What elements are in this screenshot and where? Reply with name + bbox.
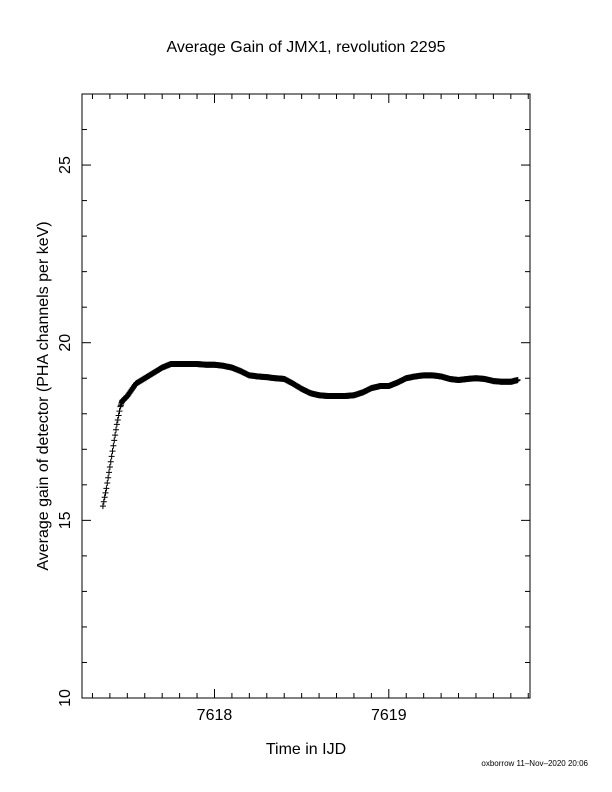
data-point-marker [115,412,122,419]
y-axis-label: Average gain of detector (PHA channels p… [35,221,52,570]
data-point-marker [114,416,121,423]
data-point-marker [113,421,120,428]
data-markers [99,361,521,510]
y-tick-label: 25 [57,156,74,174]
footer-credit: oxborrow 11–Nov–2020 20:06 [481,759,588,768]
data-point-marker [514,377,521,384]
y-tick-label: 20 [57,334,74,352]
data-point-marker [116,408,123,415]
data-point-marker [100,498,107,505]
y-tick-label: 10 [57,689,74,707]
data-point-marker [112,426,119,433]
plot-frame [81,93,531,699]
data-point-marker [103,485,110,492]
data-point-marker [101,494,108,501]
data-point-marker [110,442,117,449]
x-tick-label: 7618 [197,707,233,724]
data-point-marker [109,448,116,455]
y-tick-label: 15 [57,511,74,529]
data-point-marker [104,480,111,487]
data-point-marker [105,474,112,481]
data-point-marker [112,432,119,439]
chart-title: Average Gain of JMX1, revolution 2295 [167,39,446,56]
x-axis-label: Time in IJD [266,741,346,758]
data-point-marker [106,469,113,476]
data-point-marker [99,503,106,510]
x-tick-label: 7619 [371,707,407,724]
data-point-marker [106,464,113,471]
data-point-marker [108,453,115,460]
y-axis: 10 15 20 25 [57,93,530,707]
data-point-marker [107,458,114,465]
data-point-marker [102,489,109,496]
data-point-marker [111,437,118,444]
x-axis: 7618 7619 [91,94,529,724]
